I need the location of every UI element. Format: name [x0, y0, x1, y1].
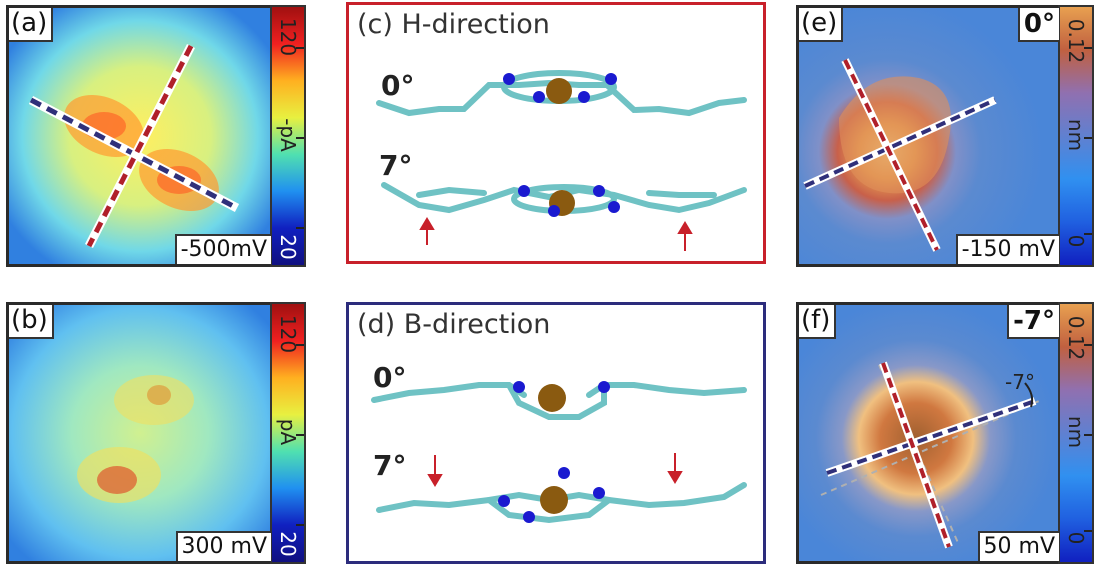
down-arrows: [427, 453, 683, 487]
panel-c-h-direction: (c) H-direction 0° 7°: [346, 2, 766, 264]
angle-label-bottom: 7°: [379, 149, 413, 182]
bias-label: -500mV: [174, 234, 271, 264]
angle-label-bottom: 7°: [373, 449, 407, 482]
colorbar-max: 0.12: [1064, 18, 1088, 64]
panel-b-current-map: (b) 300 mV: [6, 302, 274, 564]
colorbar-max: 120: [276, 314, 300, 354]
panel-e-topography: (e) 0° -150 mV: [796, 5, 1062, 267]
colorbar-max: 0.12: [1064, 315, 1088, 361]
current-map-image: [9, 8, 271, 264]
fe-atom: [546, 78, 572, 104]
fe-atom: [538, 384, 566, 412]
panel-title: (c) H-direction: [357, 9, 550, 40]
molecule-side-views: [376, 70, 747, 251]
colorbar-b: 120 pA 20: [270, 302, 306, 564]
panel-label: (b): [9, 305, 54, 339]
panel-title: (d) B-direction: [357, 309, 551, 340]
molecule-side-views: [371, 381, 747, 524]
angle-label: 0°: [1017, 8, 1059, 42]
colorbar-f: 0.12 nm 0: [1058, 302, 1094, 564]
angle-annotation: -7°: [1005, 370, 1035, 394]
panel-f-topography: -7° (f) -7° 50 mV: [796, 302, 1062, 564]
topography-image: -7°: [799, 305, 1059, 561]
colorbar-unit: pA: [276, 418, 300, 446]
bias-label: 50 mV: [977, 531, 1059, 561]
angle-label: -7°: [1007, 305, 1059, 339]
colorbar-unit: -pA: [276, 118, 300, 152]
colorbar-unit: nm: [1064, 118, 1088, 152]
colorbar-min: 0: [1064, 234, 1088, 248]
bias-label: -150 mV: [955, 234, 1059, 264]
panel-label: (a): [9, 8, 54, 42]
up-arrows: [419, 217, 693, 251]
colorbar-min: 20: [276, 531, 300, 557]
topography-image: [799, 8, 1059, 264]
colorbar-unit: nm: [1064, 415, 1088, 449]
colorbar-max: 120: [276, 17, 300, 57]
angle-arc: [1024, 382, 1034, 408]
panel-a-current-map: (a) -500mV: [6, 5, 274, 267]
angle-label-top: 0°: [373, 361, 407, 394]
colorbar-a: 120 -pA 20: [270, 5, 306, 267]
panel-d-b-direction: (d) B-direction 0° 7°: [346, 302, 766, 564]
panel-label: (f): [799, 305, 837, 339]
current-map-image: [9, 305, 271, 561]
panel-label: (e): [799, 8, 844, 42]
colorbar-min: 20: [276, 234, 300, 260]
bias-label: 300 mV: [175, 531, 271, 561]
colorbar-min: 0: [1064, 531, 1088, 545]
angle-label-top: 0°: [381, 69, 415, 102]
colorbar-e: 0.12 nm 0: [1058, 5, 1094, 267]
